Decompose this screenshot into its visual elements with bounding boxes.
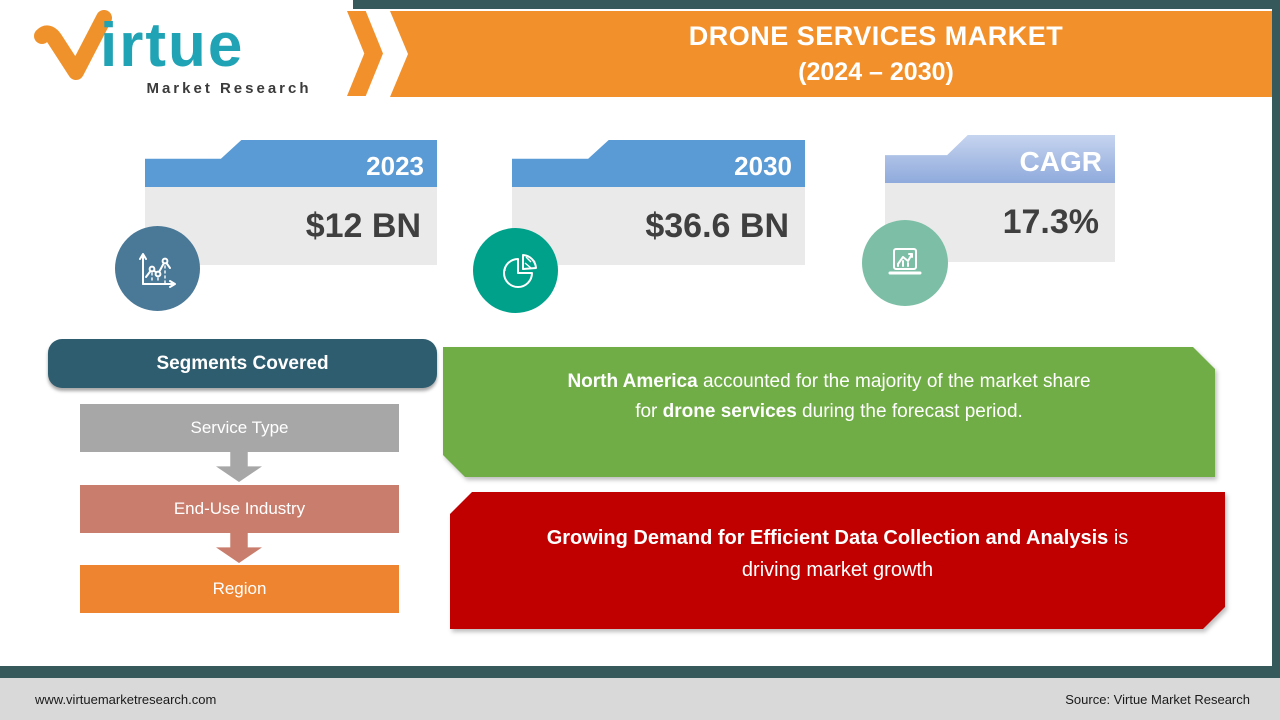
segment-end-use-industry: End-Use Industry <box>80 485 399 533</box>
segment-service-type: Service Type <box>80 404 399 452</box>
footer-website: www.virtuemarketresearch.com <box>35 691 217 707</box>
driver-callout-line1: Growing Demand for Efficient Data Collec… <box>494 522 1181 554</box>
page-subtitle: (2024 – 2030) <box>798 58 954 86</box>
logo-checkmark-icon <box>34 10 112 80</box>
driver-bold-text: Growing Demand for Efficient Data Collec… <box>546 527 1109 549</box>
regional-callout-line2: for drone services during the forecast p… <box>483 397 1175 427</box>
segment-label: Region <box>212 579 267 598</box>
driver-callout-box: Growing Demand for Efficient Data Collec… <box>450 492 1225 629</box>
page-title: DRONE SERVICES MARKET <box>688 21 1064 51</box>
regional-bold-text: North America <box>567 371 698 392</box>
stat-value-panel: $36.6 BN <box>512 187 805 265</box>
regional-callout-line1: North America accounted for the majority… <box>483 367 1175 397</box>
logo-tagline-text: Market Research <box>146 80 312 97</box>
brand-logo: irtue Market Research <box>34 6 324 106</box>
driver-callout: Growing Demand for Efficient Data Collec… <box>450 492 1225 629</box>
stat-year-tab: 2030 <box>512 140 805 187</box>
regional-callout: North America accounted for the majority… <box>443 347 1215 477</box>
title-banner: DRONE SERVICES MARKET (2024 – 2030) <box>390 11 1272 97</box>
regional-bold-text: drone services <box>662 401 797 422</box>
driver-callout-line2: driving market growth <box>741 559 934 581</box>
footer: www.virtuemarketresearch.com Source: Vir… <box>0 678 1280 720</box>
logo-brand-text: irtue <box>100 11 245 80</box>
right-border <box>1272 0 1280 678</box>
regional-text: during the forecast period. <box>796 401 1023 422</box>
pie-chart-icon <box>473 228 558 313</box>
stat-cagr-label: CAGR <box>1019 146 1102 177</box>
driver-text: is <box>1108 527 1129 549</box>
arrow-down-icon <box>216 452 262 482</box>
segment-label: Service Type <box>190 418 289 437</box>
laptop-chart-icon <box>862 220 948 306</box>
stat-year-tab: 2023 <box>145 140 437 187</box>
stat-year-label: 2030 <box>734 151 792 181</box>
line-chart-icon <box>115 226 200 311</box>
stat-value: 17.3% <box>1002 203 1099 241</box>
stat-year-label: 2023 <box>366 151 424 181</box>
segment-label: End-Use Industry <box>173 499 306 518</box>
segments-header-label: Segments Covered <box>156 352 329 374</box>
footer-divider <box>0 666 1280 678</box>
segments-header: Segments Covered <box>48 339 437 388</box>
regional-callout-box: North America accounted for the majority… <box>443 347 1215 477</box>
stat-value: $36.6 BN <box>645 206 789 245</box>
stat-cagr-tab: CAGR <box>885 135 1115 183</box>
footer-source: Source: Virtue Market Research <box>1065 691 1250 707</box>
regional-text: for <box>635 401 663 422</box>
top-border <box>353 0 1280 9</box>
stat-value: $12 BN <box>305 206 421 245</box>
regional-text: accounted for the majority of the market… <box>697 371 1091 392</box>
arrow-down-icon <box>216 533 262 563</box>
segment-region: Region <box>80 565 399 613</box>
chevron-right-icon <box>347 11 383 96</box>
